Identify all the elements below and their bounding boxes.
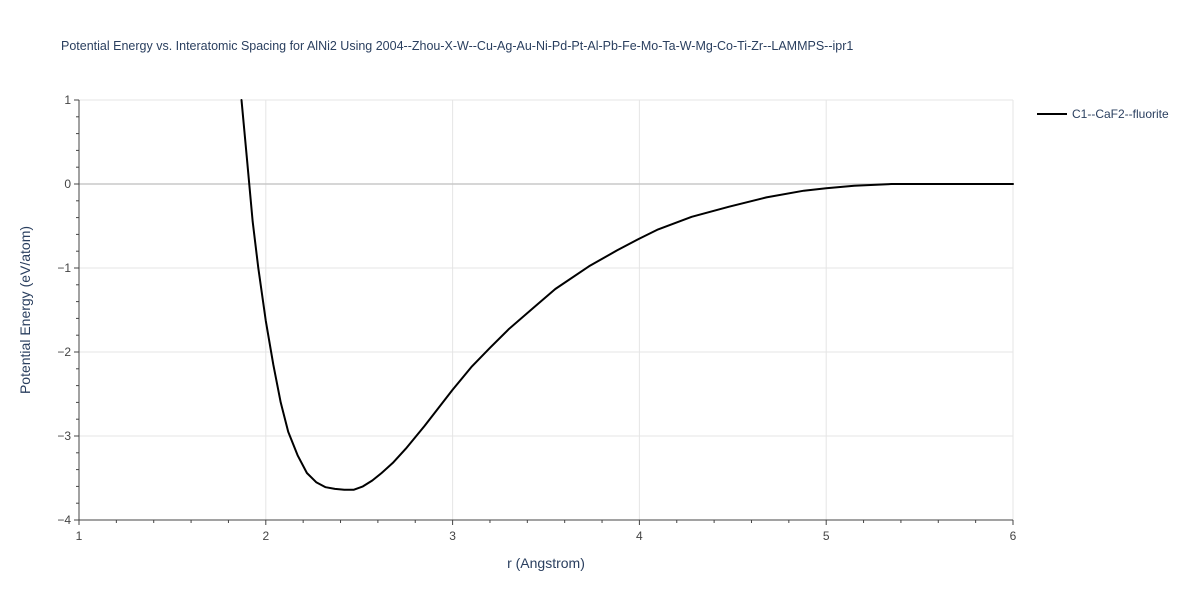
x-tick-label: 2	[262, 529, 269, 543]
y-tick-label: 1	[64, 93, 71, 107]
y-tick-label: −2	[57, 345, 71, 359]
x-tick-label: 1	[76, 529, 83, 543]
axes	[74, 99, 1014, 525]
x-tick-label: 4	[636, 529, 643, 543]
plot-area	[240, 99, 1014, 491]
x-tick-labels: 1 2 3 4 5 6	[76, 529, 1017, 543]
gridlines	[79, 99, 1014, 520]
series-line	[240, 99, 1014, 491]
legend-label: C1--CaF2--fluorite	[1072, 107, 1169, 121]
y-tick-label: −1	[57, 261, 71, 275]
x-axis-title: r (Angstrom)	[507, 555, 585, 571]
y-tick-label: 0	[64, 177, 71, 191]
y-tick-label: −4	[57, 513, 71, 527]
y-tick-labels: 1 0 −1 −2 −3 −4	[57, 93, 71, 527]
x-tick-label: 6	[1010, 529, 1017, 543]
legend[interactable]: C1--CaF2--fluorite	[1037, 107, 1169, 121]
x-tick-label: 3	[449, 529, 456, 543]
chart-title: Potential Energy vs. Interatomic Spacing…	[61, 39, 853, 53]
y-axis-title: Potential Energy (eV/atom)	[17, 226, 33, 394]
x-tick-label: 5	[823, 529, 830, 543]
y-tick-label: −3	[57, 429, 71, 443]
